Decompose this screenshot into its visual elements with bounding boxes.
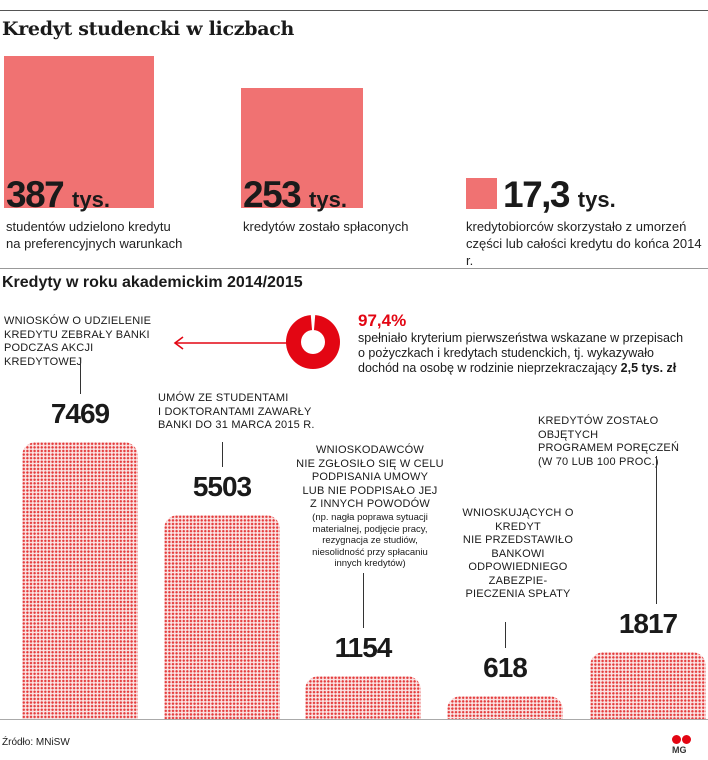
stat-square-2 [241,88,363,208]
percent-donut-gap [310,314,316,342]
percent-graphic [173,314,340,369]
top-rule [0,10,708,11]
bar-caption-1-line-3: podczas akcji kredytowej [4,342,94,368]
bar-5 [590,652,706,719]
percent-text-line-3a: dochód na osobę w rodzinie nieprzekracza… [358,361,621,375]
stat-square-3 [466,178,497,209]
bar-caption-2-line-2: i doktorantami zawarły [158,405,312,418]
stat-desc-3-line-2: części lub całości kredytu do końca 2014… [466,236,702,268]
section-rule [0,268,708,269]
bar-caption-4-line-1: Wnioskujących o kredyt [462,507,574,533]
stat-number-3: 17,3 [503,174,571,215]
percent-value: 97,4% [358,311,407,330]
stat-desc-2: kredytów zostało spłaconych [243,218,463,235]
bar-caption-1: Wniosków o udzielenie kredytu zebrały ba… [4,315,174,369]
percent-donut-hole [301,330,325,354]
stat-desc-3: kredytobiorców skorzystało z umorzeń czę… [466,218,708,269]
bar-caption-3-note-line-5: innych kredytów) [334,558,406,569]
stat-value-2: 253 tys. [243,176,347,213]
bar-caption-3-note-line-2: materialnej, podjęcie pracy, [312,523,428,535]
pointer-arrow-head [173,336,184,350]
stat-desc-1-line-1: studentów udzielono kredytu [6,219,171,234]
stat-desc-1-line-2: na preferencyjnych warunkach [6,236,183,251]
publisher-logo: MG [672,735,708,755]
bar-caption-3-note-line-1: (np. nagła poprawa sytuacji [312,512,428,523]
percent-text: spełniało kryterium pierwszeństwa wskaza… [358,331,703,376]
page-title: Kredyt studencki w liczbach [2,18,295,40]
bar-caption-2-line-1: Umów ze studentami [158,392,289,404]
bar-value-label-2: 5503 [192,471,252,502]
bar-caption-3-line-3: podpisania umowy [311,471,429,483]
stat-number-2: 253 [243,174,302,215]
bar-1 [22,442,138,719]
percent-text-bold: 2,5 tys. zł [620,361,677,375]
bar-2 [164,515,280,719]
stat-number-1: 387 [6,174,65,215]
bar-caption-3: Wnioskodawców nie zgłosiło się w celu po… [295,444,445,512]
leader-line-3 [363,573,365,628]
bar-caption-1-line-1: Wniosków o udzielenie [4,315,152,327]
chart-baseline [0,719,708,720]
bar-caption-5-line-3: (w 70 lub 100 proc.) [538,455,659,468]
percent-text-line-3: dochód na osobę w rodzinie nieprzekracza… [358,361,703,376]
bar-value-label-1: 7469 [50,398,110,429]
bar-value-label-3: 1154 [334,632,393,663]
section-title: Kredyty w roku akademickim 2014/2015 [2,274,303,291]
leader-line-4 [505,622,507,648]
bar-caption-3-note-line-3: rezygnacja ze studiów, [322,535,418,546]
bar-caption-5: Kredytów zostało objętych programem porę… [538,415,708,469]
source-note: Źródło: MNiSW [2,737,70,748]
stat-unit-1: tys. [72,187,110,212]
bar-3 [305,676,421,719]
bar-caption-4-line-3: odpowiedniego zabezpie- [468,561,568,587]
bar-caption-3-note: (np. nagła poprawa sytuacji materialnej,… [295,512,445,570]
logo-dot-icon [672,735,681,744]
bar-caption-4-line-4: pieczenia spłaty [465,588,571,600]
bar-caption-2: Umów ze studentami i doktorantami zawarł… [158,392,328,433]
leader-line-5 [656,456,658,604]
bar-caption-3-note-line-4: niesolidność przy spłacaniu [312,546,428,558]
stat-desc-3-line-1: kredytobiorców skorzystało z umorzeń [466,219,687,234]
stat-desc-1: studentów udzielono kredytu na preferenc… [6,218,226,252]
bar-caption-1-line-2: kredytu zebrały banki [4,328,150,341]
bar-caption-4-line-2: nie przedstawiło bankowi [462,534,574,560]
bar-caption-5-line-2: programem poręczeń [538,442,680,454]
bar-caption-4: Wnioskujących o kredyt nie przedstawiło … [438,507,598,602]
bar-4 [447,696,563,719]
bar-caption-2-line-3: banki do 31 marca 2015 r. [158,419,315,431]
leader-line-1 [80,358,82,394]
stat-unit-2: tys. [309,187,347,212]
bar-caption-3-line-1: Wnioskodawców [316,444,424,456]
bar-value-label-5: 1817 [618,608,678,639]
leader-line-2 [222,442,224,467]
bar-caption-3-line-4: lub nie podpisało jej [302,484,438,497]
bar-caption-3-line-5: z innych powodów [310,498,430,510]
stat-square-1 [4,56,154,208]
logo-dot-icon [682,735,691,744]
stat-value-1: 387 tys. [6,176,110,213]
logo-text: MG [672,745,687,755]
percent-text-line-2: o pożyczkach i kredytach studenckich, tj… [358,346,654,360]
stat-unit-3: tys. [577,187,616,212]
bar-value-label-4: 618 [483,652,528,683]
percent-text-line-1: spełniało kryterium pierwszeństwa wskaza… [358,331,684,345]
bar-caption-5-line-1: Kredytów zostało objętych [538,415,659,441]
bar-caption-3-line-2: nie zgłosiło się w celu [296,457,444,470]
stat-desc-2-line-1: kredytów zostało spłaconych [243,219,409,234]
stat-value-3: 17,3 tys. [503,176,616,213]
